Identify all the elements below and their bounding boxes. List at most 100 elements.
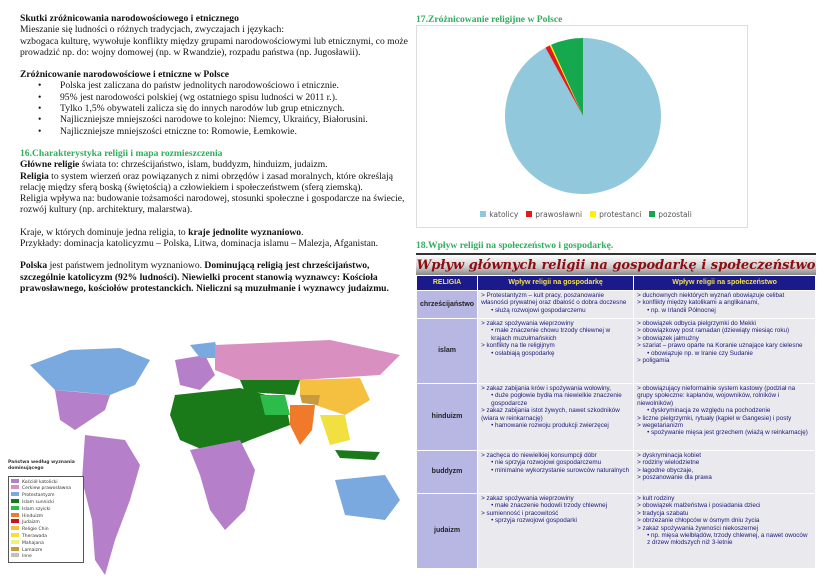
pie-slice-protestanci xyxy=(549,44,583,116)
pie-slice-pozostali xyxy=(551,38,583,116)
legend-swatch xyxy=(11,492,19,497)
cell-line: > łagodne obyczaje, xyxy=(637,466,694,474)
legend-swatch xyxy=(11,478,19,483)
legend-label: Inne xyxy=(22,554,32,560)
cell-line: > zakaz zabijania krów i spożywania woło… xyxy=(481,385,611,392)
cell-line: > zakaz spożywania wieprzowiny xyxy=(481,320,574,327)
cell-line: • obowiązuje np. w Iranie czy Sudanie xyxy=(647,349,753,357)
cell-line: • hamowanie rozwoju produkcji zwierzęcej xyxy=(491,422,609,430)
bold-text: Główne religie xyxy=(20,159,80,171)
list-item: 95% jest narodowości polskiej (wg ostatn… xyxy=(38,92,412,104)
cell-line: > szariat – prawo oparte na Koranie uzna… xyxy=(637,342,803,350)
cell-line: • małe znaczenie hodowli trzody chlewnej xyxy=(491,502,608,510)
legend-label: Kościół katolicki xyxy=(22,479,58,485)
legend-label: Lamaizm xyxy=(22,547,43,553)
legend-swatch xyxy=(11,539,19,544)
list-item: Polska jest zaliczana do państw jednolit… xyxy=(38,80,412,92)
table-row: islam > zakaz spożywania wieprzowiny • mał… xyxy=(415,318,816,384)
paragraph: Główne religie świata to: chrześcijaństw… xyxy=(20,159,412,170)
text: świata to: chrześcijaństwo, islam, buddy… xyxy=(79,159,328,171)
cell-line: > zakaz zabijania istot żywych, nawet sz… xyxy=(481,407,620,422)
cell-line: • nie sprzyja rozwojowi gospodarczemu xyxy=(491,459,602,467)
map-legend-item: Lamaizm xyxy=(11,546,81,554)
legend-swatch xyxy=(590,211,597,217)
map-indonesia xyxy=(335,450,380,460)
cell-line: > zakaz spożywania wieprzowiny xyxy=(481,495,574,502)
map-africa-south xyxy=(190,440,255,530)
map-south-america xyxy=(82,435,140,575)
cell-line: > poszanowanie dla prawa xyxy=(637,474,712,482)
cell-line: > obrzezanie chłopców w ósmym dniu życia xyxy=(637,517,760,525)
legend-swatch xyxy=(480,211,487,217)
map-legend-item: Islam sunnicki xyxy=(11,498,81,506)
pie-legend: katolicy prawosławni protestanci pozostali xyxy=(417,210,747,219)
cell-line: > kult rodziny xyxy=(637,495,675,502)
legend-title: Państwa według wyznania dominującego xyxy=(8,460,75,471)
heading-polska: Zróżnicowanie narodowościowe i etniczne … xyxy=(20,69,229,81)
cell-line: > poligamia xyxy=(637,357,670,365)
legend-label: Religie Chin xyxy=(22,527,49,533)
paragraph: Mieszanie się ludności o różnych tradycj… xyxy=(20,24,284,36)
cell-line: > rodziny wielodzietne xyxy=(637,459,700,467)
cell-line: > konflikty między katolikami a anglikan… xyxy=(637,299,760,307)
paragraph: Przykłady: dominacja katolicyzmu – Polsk… xyxy=(20,238,379,250)
header-religia: RELIGIA xyxy=(415,275,479,291)
society-cell: > dyskryminacja kobiet > rodziny wielodzi… xyxy=(633,450,816,494)
religion-name: hinduizm xyxy=(415,383,479,451)
map-iran xyxy=(260,395,290,415)
world-religion-map xyxy=(30,340,400,575)
paragraph: Religia to system wierzeń oraz powiązany… xyxy=(20,171,412,194)
economy-cell: > zachęca do niewielkiej konsumpcji dóbr… xyxy=(477,450,635,494)
legend-swatch xyxy=(11,485,19,490)
legend-swatch xyxy=(11,546,19,551)
religion-impact-table: Wpływ głównych religii na gospodarkę i s… xyxy=(415,253,816,569)
cell-line: > liczne pielgrzymki, rytuały (kąpiel w … xyxy=(637,414,792,422)
legend-swatch xyxy=(11,505,19,510)
map-legend-item: Judaizm xyxy=(11,519,81,526)
cell-line: > obowiązek odbycia pielgrzymki do Mekki xyxy=(637,320,756,327)
bold-text: kraje jednolite wyznaniowo xyxy=(188,226,302,238)
cell-line: > sumienność i pracowitość xyxy=(481,509,559,517)
legend-swatch xyxy=(11,526,19,531)
bold-text: Religia xyxy=(20,170,49,182)
legend-label: Mahajana xyxy=(22,540,44,546)
cell-line: • minimalne wykorzystanie surowców natur… xyxy=(491,466,630,474)
legend-label: pozostali xyxy=(658,210,692,219)
heading-16: 16.Charakterystyka religii i mapa rozmie… xyxy=(20,147,223,159)
society-cell: > obowiązek odbycia pielgrzymki do Mekki… xyxy=(633,318,816,384)
cell-line: • duże pogłowie bydła ma niewielkie znac… xyxy=(491,392,622,407)
map-southeast-asia xyxy=(320,415,350,445)
text: Kraje, w których dominuje jedna religia,… xyxy=(20,226,189,238)
map-north-america-north xyxy=(30,348,150,395)
map-india xyxy=(290,405,315,445)
cell-line: > konflikty na tle religijnym xyxy=(481,342,555,350)
text: . xyxy=(301,226,304,238)
cell-line: > obowiązek jałmużny xyxy=(637,334,699,342)
cell-line: • osłabiają gospodarkę xyxy=(491,349,555,357)
legend-label: Therawada xyxy=(22,533,48,539)
map-legend-item: Therawada xyxy=(11,532,81,540)
economy-cell: > Protestantyzm – kult pracy, poszanowan… xyxy=(477,290,635,319)
map-legend-item: Protestantyzm xyxy=(11,492,81,499)
cell-line: • np. w Irlandii Północnej xyxy=(647,306,716,314)
cell-line: > obowiązujący nieformalnie system kasto… xyxy=(637,385,796,407)
map-legend-item: Mahajana xyxy=(11,539,81,547)
map-tibet xyxy=(300,395,320,405)
header-society: Wpływ religii na społeczeństwo xyxy=(633,275,816,291)
cell-line: • sprzyja rozwojowi gospodarki xyxy=(491,517,577,525)
list-item: Najliczniejsze mniejszości etniczne to: … xyxy=(38,126,412,138)
table-row: judaizm > zakaz spożywania wieprzowiny • m… xyxy=(415,493,816,569)
map-legend-item: Cerkiew prawosławna xyxy=(11,485,81,492)
legend-label: prawosławni xyxy=(535,210,583,219)
cell-line: • małe znaczenie chowu trzody chlewnej w… xyxy=(491,327,611,342)
legend-label: Judaizm xyxy=(22,520,40,526)
left-column: Skutki zróżnicowania narodowościowego i … xyxy=(20,13,412,294)
cell-line: > zakaz spożywania żywności niekoszernej xyxy=(637,524,759,532)
legend-swatch xyxy=(11,498,19,503)
legend-swatch xyxy=(11,553,19,558)
legend-label: protestanci xyxy=(599,210,642,219)
map-legend-item: Kościół katolicki xyxy=(11,478,81,486)
map-legend-item: Hinduizm xyxy=(11,512,81,520)
cell-line: > obowiązek małżeństwa i posiadania dzie… xyxy=(637,502,761,510)
heading-18: 18.Wpływ religii na społeczeństwo i gosp… xyxy=(416,240,614,251)
